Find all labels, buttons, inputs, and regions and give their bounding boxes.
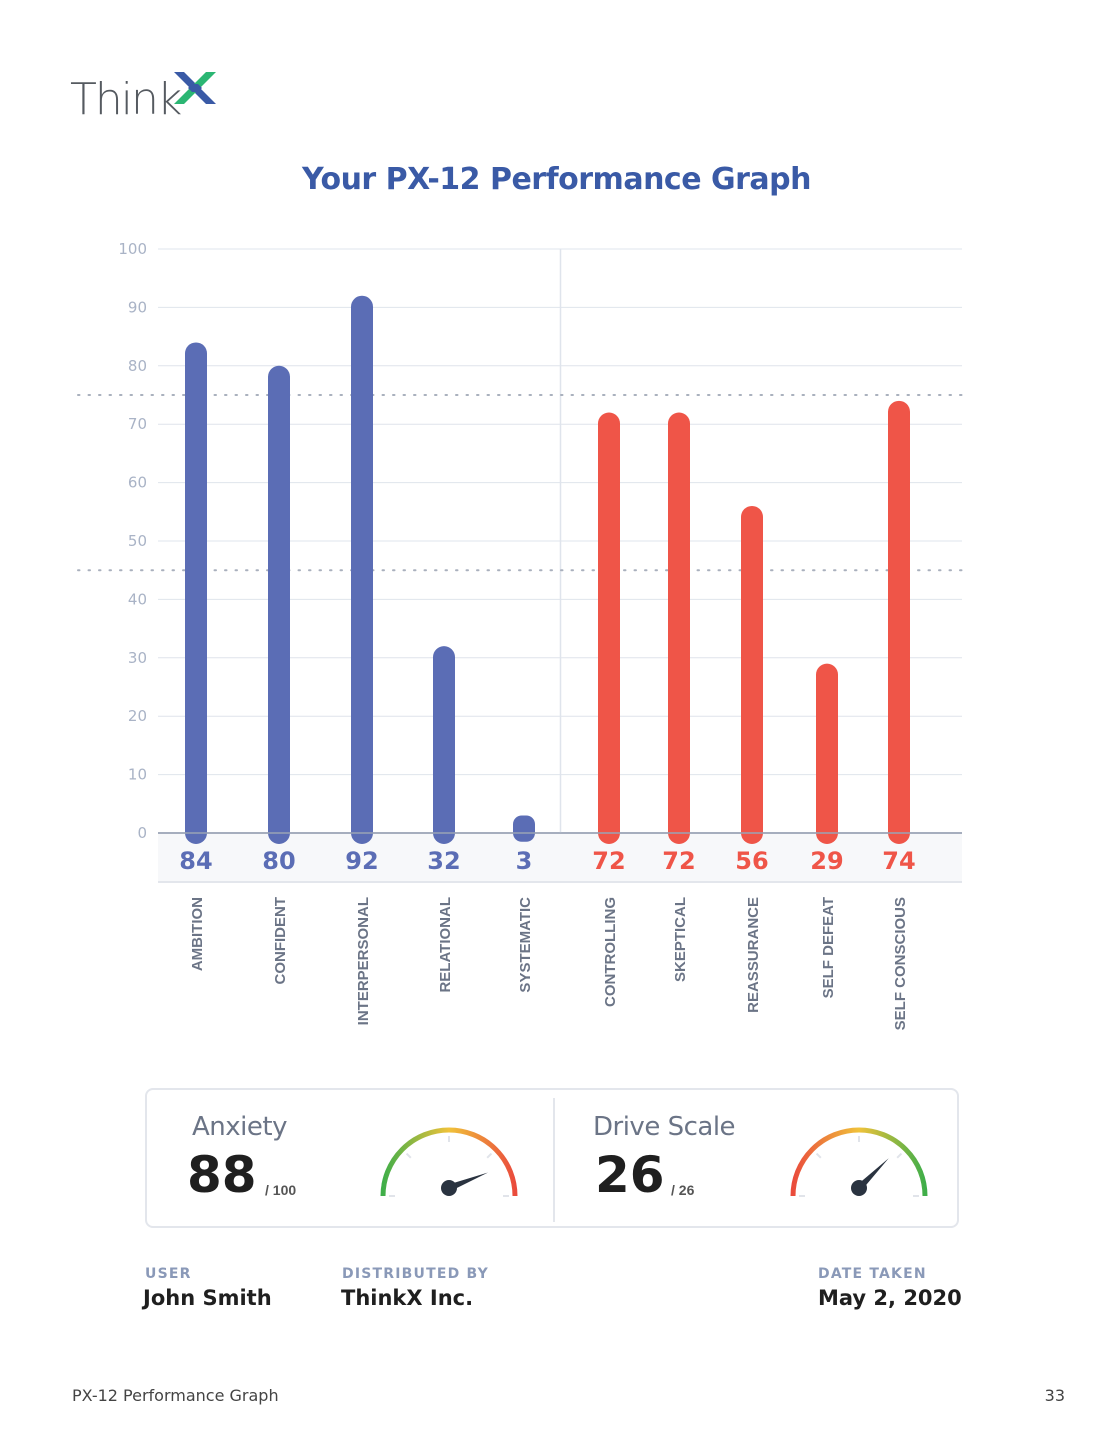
drive-scale-gauge-icon — [790, 1127, 928, 1197]
anxiety-gauge-icon — [380, 1127, 518, 1197]
category-label: RELATIONAL — [437, 897, 454, 993]
user-label: USER — [145, 1266, 192, 1282]
logo-x-icon — [174, 72, 216, 104]
gauge-needle — [447, 1172, 489, 1192]
drive-scale-value: 26 — [595, 1146, 665, 1204]
y-tick-label: 70 — [128, 415, 147, 433]
bar-confident — [268, 365, 290, 844]
gauge-arc — [380, 1127, 518, 1197]
y-tick-label: 10 — [128, 766, 147, 784]
gauge-hub — [851, 1180, 867, 1196]
bar-value-label: 29 — [810, 847, 843, 875]
bar-value-label: 84 — [179, 847, 212, 875]
y-tick-label: 40 — [128, 590, 147, 608]
category-label: AMBITION — [189, 897, 206, 971]
category-label: SELF CONSCIOUS — [892, 897, 909, 1030]
drive-scale-max: / 26 — [671, 1182, 695, 1198]
y-tick-label: 60 — [128, 474, 147, 492]
page-number: 33 — [1044, 1386, 1065, 1405]
bar-interpersonal — [351, 295, 373, 845]
gauge-tick — [815, 1152, 822, 1159]
gauge-card: Anxiety 88 / 100 Drive Scale 26 / 26 — [145, 1088, 959, 1228]
category-label: REASSURANCE — [745, 897, 762, 1013]
distributed-by-label: DISTRIBUTED BY — [342, 1266, 489, 1282]
date-taken-value: May 2, 2020 — [818, 1286, 962, 1310]
bar-reassurance — [741, 505, 763, 844]
bar-systematic — [513, 815, 535, 842]
category-label: INTERPERSONAL — [355, 897, 372, 1025]
y-tick-label: 0 — [137, 824, 147, 842]
anxiety-max: / 100 — [265, 1182, 297, 1198]
distributed-by-value: ThinkX Inc. — [341, 1286, 474, 1310]
gauge-tick — [405, 1152, 412, 1159]
card-divider — [553, 1098, 555, 1222]
anxiety-label: Anxiety — [192, 1112, 287, 1142]
bar-self-conscious — [888, 400, 910, 844]
anxiety-value: 88 — [187, 1146, 257, 1204]
bar-value-label: 56 — [735, 847, 768, 875]
category-label: SKEPTICAL — [672, 897, 689, 982]
gauge-tick — [896, 1152, 903, 1159]
page-title: Your PX-12 Performance Graph — [301, 162, 812, 197]
y-tick-label: 20 — [128, 707, 147, 725]
user-value: John Smith — [143, 1286, 272, 1310]
bar-value-label: 32 — [427, 847, 460, 875]
category-label: SELF DEFEAT — [820, 897, 837, 998]
category-label: CONFIDENT — [272, 897, 289, 985]
y-tick-label: 50 — [128, 532, 147, 550]
gauge-hub — [441, 1180, 457, 1196]
y-tick-label: 30 — [128, 649, 147, 667]
thinkx-logo: Think — [70, 62, 230, 125]
category-label: SYSTEMATIC — [517, 897, 534, 993]
performance-bar-chart: 0 10 20 30 40 50 60 70 80 90 100 84 AMBITION 80 CONFID… — [77, 240, 967, 1030]
y-tick-label: 100 — [118, 240, 147, 258]
bar-value-label: 72 — [662, 847, 695, 875]
bar-self-defeat — [816, 663, 838, 844]
bar-value-label: 92 — [345, 847, 378, 875]
anxiety-gauge-block: Anxiety 88 / 100 — [147, 1090, 547, 1226]
gauge-arc — [790, 1127, 928, 1197]
bar-relational — [433, 646, 455, 844]
date-taken-label: DATE TAKEN — [818, 1266, 927, 1282]
logo-wordmark: Think — [70, 74, 182, 125]
bar-ambition — [185, 342, 207, 844]
bar-value-label: 74 — [882, 847, 915, 875]
gauge-tick — [486, 1152, 493, 1159]
footer-title: PX-12 Performance Graph — [72, 1386, 279, 1405]
y-tick-label: 90 — [128, 298, 147, 316]
bar-skeptical — [668, 412, 690, 844]
drive-gauge-block: Drive Scale 26 / 26 — [553, 1090, 953, 1226]
drive-scale-label: Drive Scale — [593, 1112, 736, 1142]
bar-controlling — [598, 412, 620, 844]
bar-value-label: 80 — [262, 847, 295, 875]
y-tick-label: 80 — [128, 357, 147, 375]
bar-value-label: 3 — [516, 847, 533, 875]
category-label: CONTROLLING — [602, 897, 619, 1007]
bar-value-label: 72 — [592, 847, 625, 875]
